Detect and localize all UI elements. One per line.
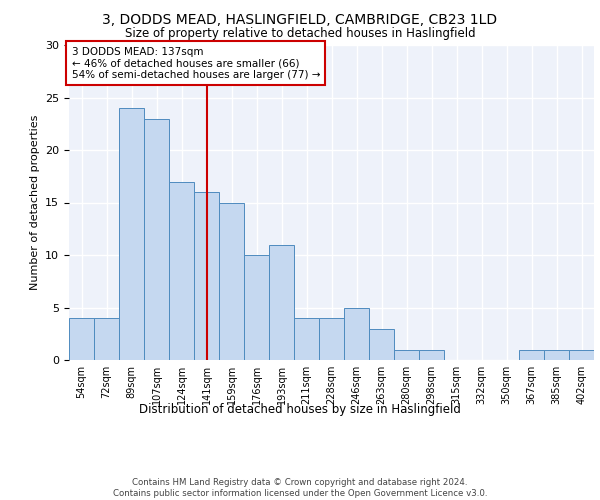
Bar: [269, 244, 294, 360]
Bar: [94, 318, 119, 360]
Text: 3, DODDS MEAD, HASLINGFIELD, CAMBRIDGE, CB23 1LD: 3, DODDS MEAD, HASLINGFIELD, CAMBRIDGE, …: [103, 12, 497, 26]
Bar: [394, 350, 419, 360]
Y-axis label: Number of detached properties: Number of detached properties: [29, 115, 40, 290]
Bar: [144, 118, 169, 360]
Bar: [219, 202, 244, 360]
Bar: [344, 308, 369, 360]
Text: Size of property relative to detached houses in Haslingfield: Size of property relative to detached ho…: [125, 28, 475, 40]
Text: Distribution of detached houses by size in Haslingfield: Distribution of detached houses by size …: [139, 402, 461, 415]
Text: Contains HM Land Registry data © Crown copyright and database right 2024.
Contai: Contains HM Land Registry data © Crown c…: [113, 478, 487, 498]
Bar: [69, 318, 94, 360]
Bar: [369, 328, 394, 360]
Bar: [194, 192, 219, 360]
Bar: [519, 350, 544, 360]
Bar: [119, 108, 144, 360]
Bar: [319, 318, 344, 360]
Bar: [419, 350, 444, 360]
Bar: [244, 255, 269, 360]
Bar: [169, 182, 194, 360]
Text: 3 DODDS MEAD: 137sqm
← 46% of detached houses are smaller (66)
54% of semi-detac: 3 DODDS MEAD: 137sqm ← 46% of detached h…: [71, 46, 320, 80]
Bar: [569, 350, 594, 360]
Bar: [544, 350, 569, 360]
Bar: [294, 318, 319, 360]
